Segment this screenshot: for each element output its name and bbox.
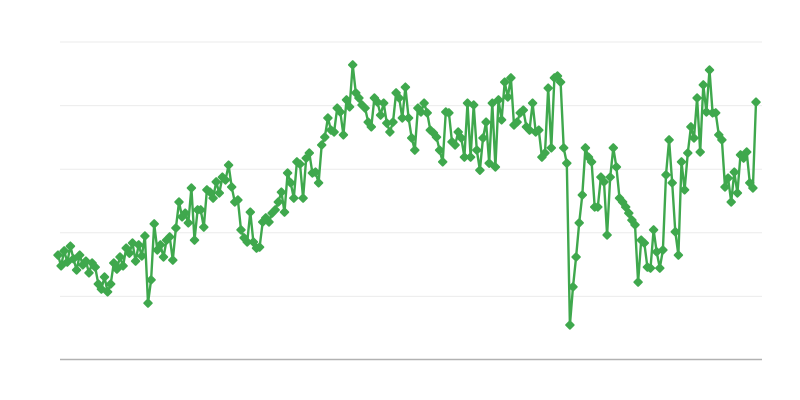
gridlines	[60, 41, 762, 297]
series-markers	[53, 60, 761, 330]
series-line	[56, 63, 758, 327]
